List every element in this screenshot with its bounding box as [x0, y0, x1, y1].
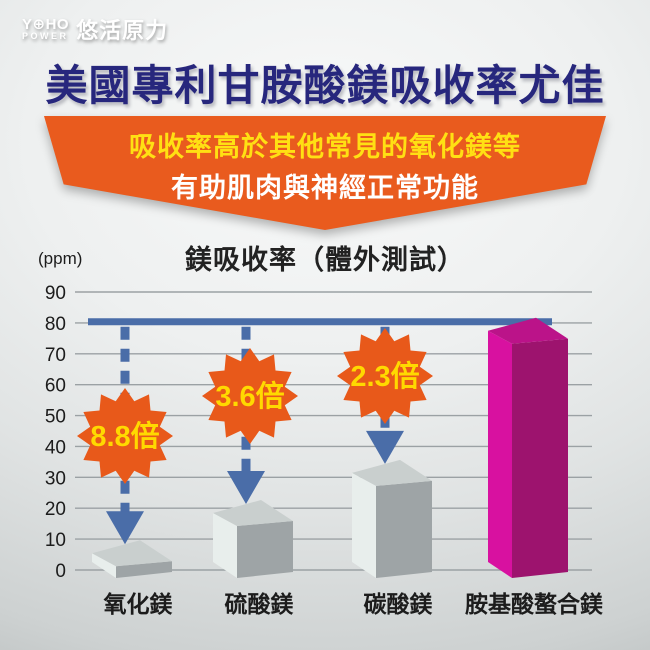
y-tick-label: 10: [45, 530, 66, 551]
arrow-head-icon: [106, 511, 144, 545]
bar-top-face: [92, 540, 172, 567]
bar-side-face: [352, 472, 376, 578]
absorption-bar-chart: 90 80 70 60 50 40 30 20 10 0 (ppm) 氧化鎂 硫酸鎂 碳酸鎂 胺基酸螯合鎂 8…: [38, 249, 603, 617]
y-tick-label: 40: [45, 437, 66, 458]
bar-top-face: [213, 500, 293, 527]
subtitle-banner-shape: 吸收率高於其他常見的氧化鎂等 有助肌肉與神經正常功能: [44, 116, 606, 230]
banner-line2: 有助肌肉與神經正常功能: [171, 173, 479, 203]
brand-name: 悠活原力: [76, 18, 169, 43]
arrow-head-icon: [366, 430, 404, 464]
y-tick-label: 80: [45, 314, 66, 335]
brand-logo-line2: POWER: [22, 31, 69, 41]
multiplier-badge-label: 2.3倍: [350, 359, 419, 393]
multiplier-badge-icon: [337, 328, 433, 424]
bar-front-face: [116, 561, 172, 578]
multiplier-badge-label: 8.8倍: [90, 419, 159, 453]
bar-front-face: [512, 338, 568, 578]
bar-front-face: [237, 521, 293, 578]
y-tick-label: 70: [45, 345, 66, 366]
y-axis-unit-label: (ppm): [38, 249, 82, 268]
subtitle-banner: 吸收率高於其他常見的氧化鎂等 有助肌肉與神經正常功能: [44, 116, 606, 230]
y-tick-label: 30: [45, 468, 66, 489]
bar-front-face: [376, 480, 432, 578]
y-tick-label: 90: [45, 283, 66, 304]
bar-top-face: [488, 317, 568, 344]
y-tick-label: 20: [45, 499, 66, 520]
y-tick-label: 50: [45, 407, 66, 428]
multiplier-badge-icon: [77, 388, 173, 484]
bar-side-face: [92, 553, 116, 578]
multiplier-badge-icon: [202, 348, 298, 444]
bar-top-face: [352, 459, 432, 486]
x-category-label: 硫酸鎂: [225, 591, 294, 617]
bar-side-face: [213, 513, 237, 578]
x-category-label: 胺基酸螯合鎂: [465, 591, 603, 617]
brand-logo-mark: Y⊕HO POWER: [22, 17, 69, 41]
brand-logo: Y⊕HO POWER 悠活原力: [22, 13, 168, 45]
y-tick-label: 0: [55, 561, 66, 582]
y-tick-label: 60: [45, 376, 66, 397]
brand-logo-line1: Y⊕HO: [22, 16, 70, 33]
chart-title: 鎂吸收率（體外測試）: [185, 245, 465, 275]
multiplier-badge-label: 3.6倍: [215, 379, 284, 413]
arrow-head-icon: [227, 471, 265, 505]
banner-line1: 吸收率高於其他常見的氧化鎂等: [129, 132, 521, 162]
bar-side-face: [488, 330, 512, 578]
page-title: 美國專利甘胺酸鎂吸收率尤佳: [45, 62, 605, 109]
x-category-label: 氧化鎂: [103, 591, 173, 617]
x-category-label: 碳酸鎂: [364, 591, 433, 617]
